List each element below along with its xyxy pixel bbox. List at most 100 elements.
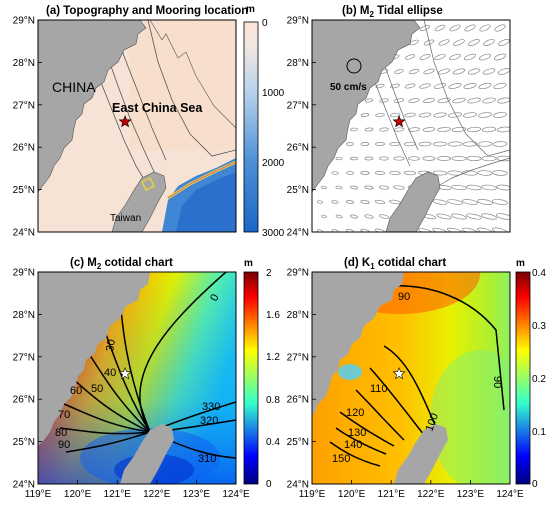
lat-tick-label: 24°N [13,480,35,491]
tidal-ellipse [404,54,416,60]
lat-tick-label: 28°N [13,58,35,69]
tidal-ellipse [404,112,416,118]
panel-b: (b) M2 Tidal ellipse 50 cm/s [311,5,511,233]
lon-tick-label: 124°E [222,489,250,500]
panel-d-title: (d) K1 cotidal chart [344,257,446,271]
tidal-ellipse [417,228,433,232]
lat-tick-label: 26°N [287,395,309,406]
phase-label: 100 [424,412,442,433]
panel-d-taiwan [394,424,448,484]
tidal-ellipse [364,185,374,190]
phase-label: 110 [370,383,388,395]
panel-d-colorbar-tick: 0.2 [532,374,546,385]
tidal-ellipse [407,156,421,161]
tidal-ellipse [481,184,497,191]
tidal-ellipse [422,127,436,132]
lon-tick-label: 122°E [143,489,171,500]
tidal-ellipse [419,54,431,60]
phase-label: 330 [202,401,220,413]
lon-tick-label: 122°E [417,489,445,500]
lat-tick-label: 29°N [13,268,35,279]
tidal-ellipse [463,112,477,118]
tidal-ellipse [418,112,432,118]
tidal-ellipse [493,112,507,118]
tidal-ellipse [317,200,323,204]
tidal-ellipse [335,185,343,190]
tidal-ellipse [447,170,463,176]
lon-tick-label: 119°E [25,489,52,500]
tidal-ellipse [403,170,417,176]
tidal-ellipse [374,228,386,232]
panel-d-mainland [312,272,404,416]
tidal-ellipse [364,98,374,103]
tidal-ellipse [446,227,464,232]
phase-label: 0 [208,292,221,303]
tidal-ellipse [432,227,448,232]
tidal-ellipse [335,156,343,161]
panel-c-colorbar-tick: 2 [266,268,272,279]
tidal-ellipse [451,213,467,220]
phase-label: 30 [104,338,118,352]
phase-label: 70 [58,409,70,421]
panel-a-colorbar-tick: 2000 [262,158,285,169]
tidal-ellipse [364,156,374,161]
lat-tick-label: 25°N [287,185,309,196]
tidal-ellipse [346,142,354,146]
tidal-ellipse [451,184,467,191]
phase-label: 60 [70,385,82,397]
panel-c-colorbar-unit: m [244,258,253,269]
tidal-ellipse [453,39,465,46]
tidal-ellipse [481,213,497,220]
phase-label: 40 [104,367,116,379]
tidal-ellipse [493,53,507,61]
lat-tick-label: 24°N [287,228,309,239]
phase-label: 150 [332,453,350,465]
tidal-ellipse [478,112,492,118]
lon-tick-label: 121°E [104,489,132,500]
tidal-ellipse [436,156,452,161]
panel-d-colorbar: m 0.4 0.3 0.2 0.1 0 [515,258,546,490]
tidal-ellipse [463,53,477,61]
lat-tick-label: 28°N [13,310,35,321]
tidal-ellipse [360,200,370,204]
tidal-ellipse [374,199,386,205]
lat-tick-label: 25°N [13,437,35,448]
tidal-ellipse [477,170,493,176]
lat-tick-label: 24°N [287,480,309,491]
tidal-ellipse [477,199,493,205]
panel-c-colorbar: m 2 1.6 1.2 0.8 0.4 0 [243,258,280,490]
tidal-ellipse [345,200,355,204]
lat-tick-label: 28°N [287,310,309,321]
tidal-ellipse [364,214,374,219]
tidal-ellipse [461,227,479,232]
lat-tick-label: 28°N [287,58,309,69]
tidal-ellipse [496,213,510,220]
tidal-ellipse [394,69,404,74]
lat-tick-label: 26°N [287,143,309,154]
phase-label: 310 [198,453,216,465]
panel-c-colorbar-tick: 0.8 [266,395,280,406]
tidal-ellipse [438,39,450,46]
panel-c-title: (c) M2 cotidal chart [70,257,173,271]
tidal-ellipse [418,141,432,147]
tidal-ellipse [378,214,390,219]
tidal-ellipse [433,141,447,147]
lon-tick-label: 124°E [496,489,524,500]
tidal-ellipse [448,53,462,61]
tidal-ellipse [466,213,482,220]
tidal-ellipse [419,83,431,89]
panel-c-colorbar-tick: 1.6 [266,310,280,321]
lon-tick-label: 123°E [457,489,485,500]
panel-d: (d) K1 cotidal chart 90 90 110 100 120 1… [311,257,511,485]
tidal-ellipse [492,170,508,176]
phase-label: 90 [398,291,410,303]
panel-a-colorbar-tick: 3000 [262,228,285,239]
panel-d-colorbar-unit: m [516,258,525,269]
tidal-ellipse [452,97,466,104]
tidal-ellipse [393,185,405,190]
tidal-ellipse [491,227,509,232]
tidal-ellipse [449,24,461,32]
tidal-ellipse [432,170,448,176]
tidal-ellipse [462,199,478,205]
panel-a-colorbar-tick: 0 [262,18,268,29]
